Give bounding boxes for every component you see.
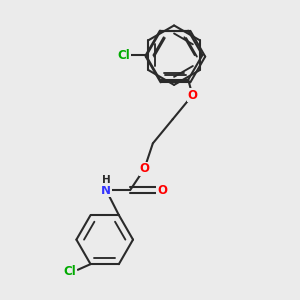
Text: Cl: Cl [117, 49, 130, 62]
Text: N: N [101, 184, 111, 196]
Text: O: O [139, 162, 149, 176]
Text: H: H [102, 175, 110, 185]
Text: O: O [157, 184, 167, 196]
Text: O: O [188, 89, 197, 102]
Text: Cl: Cl [64, 265, 76, 278]
